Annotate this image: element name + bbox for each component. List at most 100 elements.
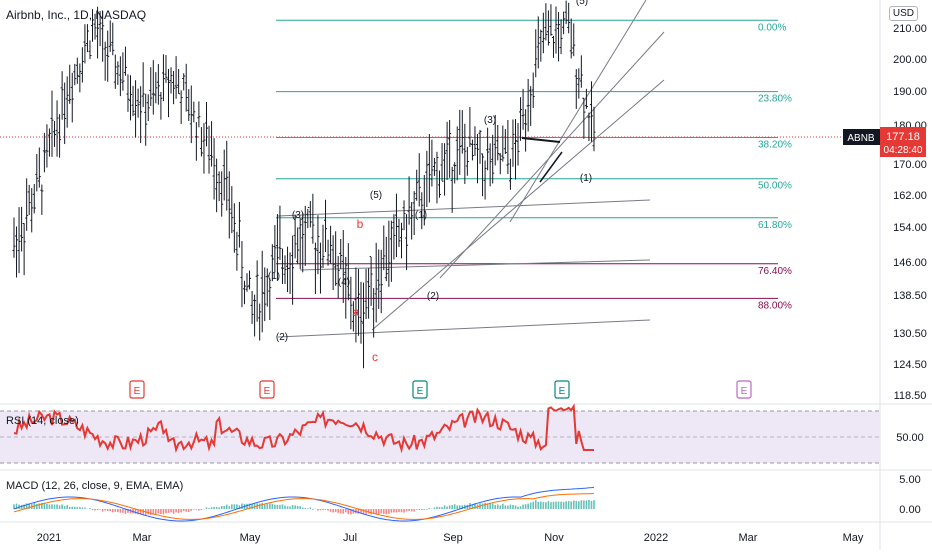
macd-bar	[102, 509, 104, 512]
macd-bar	[565, 501, 567, 509]
y-tick-label: 170.00	[893, 159, 927, 171]
macd-bar	[272, 504, 274, 509]
macd-bar	[163, 509, 165, 514]
x-tick-label: Sep	[443, 532, 463, 544]
macd-bar	[446, 507, 448, 509]
fib-level-label: 23.80%	[758, 94, 792, 105]
macd-bar	[434, 508, 436, 509]
macd-bar	[540, 502, 542, 509]
earnings-marker[interactable]: E	[130, 381, 144, 398]
macd-bar	[259, 504, 261, 509]
abc-label: a	[353, 305, 360, 319]
macd-bar	[499, 505, 501, 509]
macd-bar	[294, 505, 296, 509]
macd-bar	[583, 500, 585, 509]
macd-bar	[588, 500, 590, 509]
macd-bar	[241, 504, 243, 509]
x-tick-label: Nov	[544, 532, 564, 544]
earnings-marker[interactable]: E	[413, 381, 427, 398]
earnings-marker[interactable]: E	[260, 381, 274, 398]
macd-bar	[568, 501, 570, 509]
macd-bar	[527, 504, 529, 509]
macd-bar	[117, 509, 119, 512]
wave-label: (5)	[370, 190, 382, 201]
y-tick-label: 124.50	[893, 359, 927, 371]
macd-bar	[312, 509, 314, 510]
macd-bar	[287, 506, 289, 509]
macd-bar	[436, 507, 438, 509]
macd-bar	[59, 505, 61, 509]
macd-bar	[266, 504, 268, 509]
macd-bar	[302, 508, 304, 509]
macd-bar	[218, 507, 220, 509]
macd-bar	[451, 505, 453, 509]
y-tick-label: 146.00	[893, 257, 927, 269]
macd-bar	[502, 504, 504, 509]
macd-bar	[340, 509, 342, 513]
wave-label: (1)	[415, 210, 427, 221]
macd-bar	[77, 507, 79, 509]
fib-level-label: 0.00%	[758, 22, 786, 33]
earnings-marker[interactable]: E	[555, 381, 569, 398]
macd-bar	[593, 500, 595, 509]
macd-bar	[396, 509, 398, 512]
macd-bar	[82, 507, 84, 509]
macd-bar	[223, 506, 225, 509]
macd-tick-label: 0.00	[899, 504, 920, 516]
wave-label: (1)	[268, 271, 280, 282]
y-tick-label: 210.00	[893, 23, 927, 35]
macd-bar	[261, 503, 263, 509]
macd-bar	[299, 506, 301, 509]
macd-bar	[120, 509, 122, 513]
macd-bar	[484, 503, 486, 509]
macd-bar	[228, 506, 230, 509]
macd-bar	[322, 509, 324, 510]
macd-bar	[213, 507, 215, 509]
currency-button[interactable]: USD	[889, 6, 918, 21]
macd-bar	[208, 508, 210, 509]
macd-bar	[494, 505, 496, 509]
macd-bar	[216, 507, 218, 509]
macd-label[interactable]: MACD (12, 26, close, 9, EMA, EMA)	[6, 480, 183, 492]
macd-bar	[520, 506, 522, 509]
macd-bar	[342, 509, 344, 514]
macd-bar	[304, 508, 306, 509]
macd-bar	[188, 509, 190, 512]
symbol-title[interactable]: Airbnb, Inc., 1D, NASDAQ	[6, 8, 146, 22]
macd-bar	[512, 505, 514, 509]
fib-level-label: 76.40%	[758, 266, 792, 277]
macd-bar	[380, 509, 382, 513]
macd-bar	[175, 509, 177, 512]
earnings-marker[interactable]: E	[737, 381, 751, 398]
macd-bar	[348, 509, 350, 514]
price-badge: ABNB 177.18 04:28:40	[843, 127, 926, 157]
macd-bar	[99, 509, 101, 510]
macd-bar	[168, 509, 170, 513]
badge-ticker: ABNB	[847, 133, 875, 144]
x-tick-label: Mar	[133, 532, 152, 544]
macd-bar	[492, 503, 494, 509]
macd-bar	[297, 506, 299, 509]
macd-bar	[155, 509, 157, 514]
macd-bar	[264, 505, 266, 509]
macd-bar	[51, 504, 53, 509]
macd-bar	[142, 509, 144, 515]
macd-bar	[112, 509, 114, 512]
macd-bar	[497, 504, 499, 509]
trend-channel	[278, 0, 664, 337]
macd-bar	[439, 507, 441, 509]
macd-bar	[49, 504, 51, 509]
macd-bar	[444, 505, 446, 509]
rsi-label[interactable]: RSI (14, close)	[6, 415, 79, 427]
macd-bar	[578, 501, 580, 509]
macd-bar	[482, 504, 484, 509]
macd-bar	[79, 507, 81, 509]
macd-bar	[170, 509, 172, 512]
macd-bar	[378, 509, 380, 515]
macd-bar	[104, 509, 106, 511]
macd-bar	[183, 509, 185, 511]
wave-label: (1)	[580, 173, 592, 184]
rsi-tick-label: 50.00	[896, 432, 924, 444]
